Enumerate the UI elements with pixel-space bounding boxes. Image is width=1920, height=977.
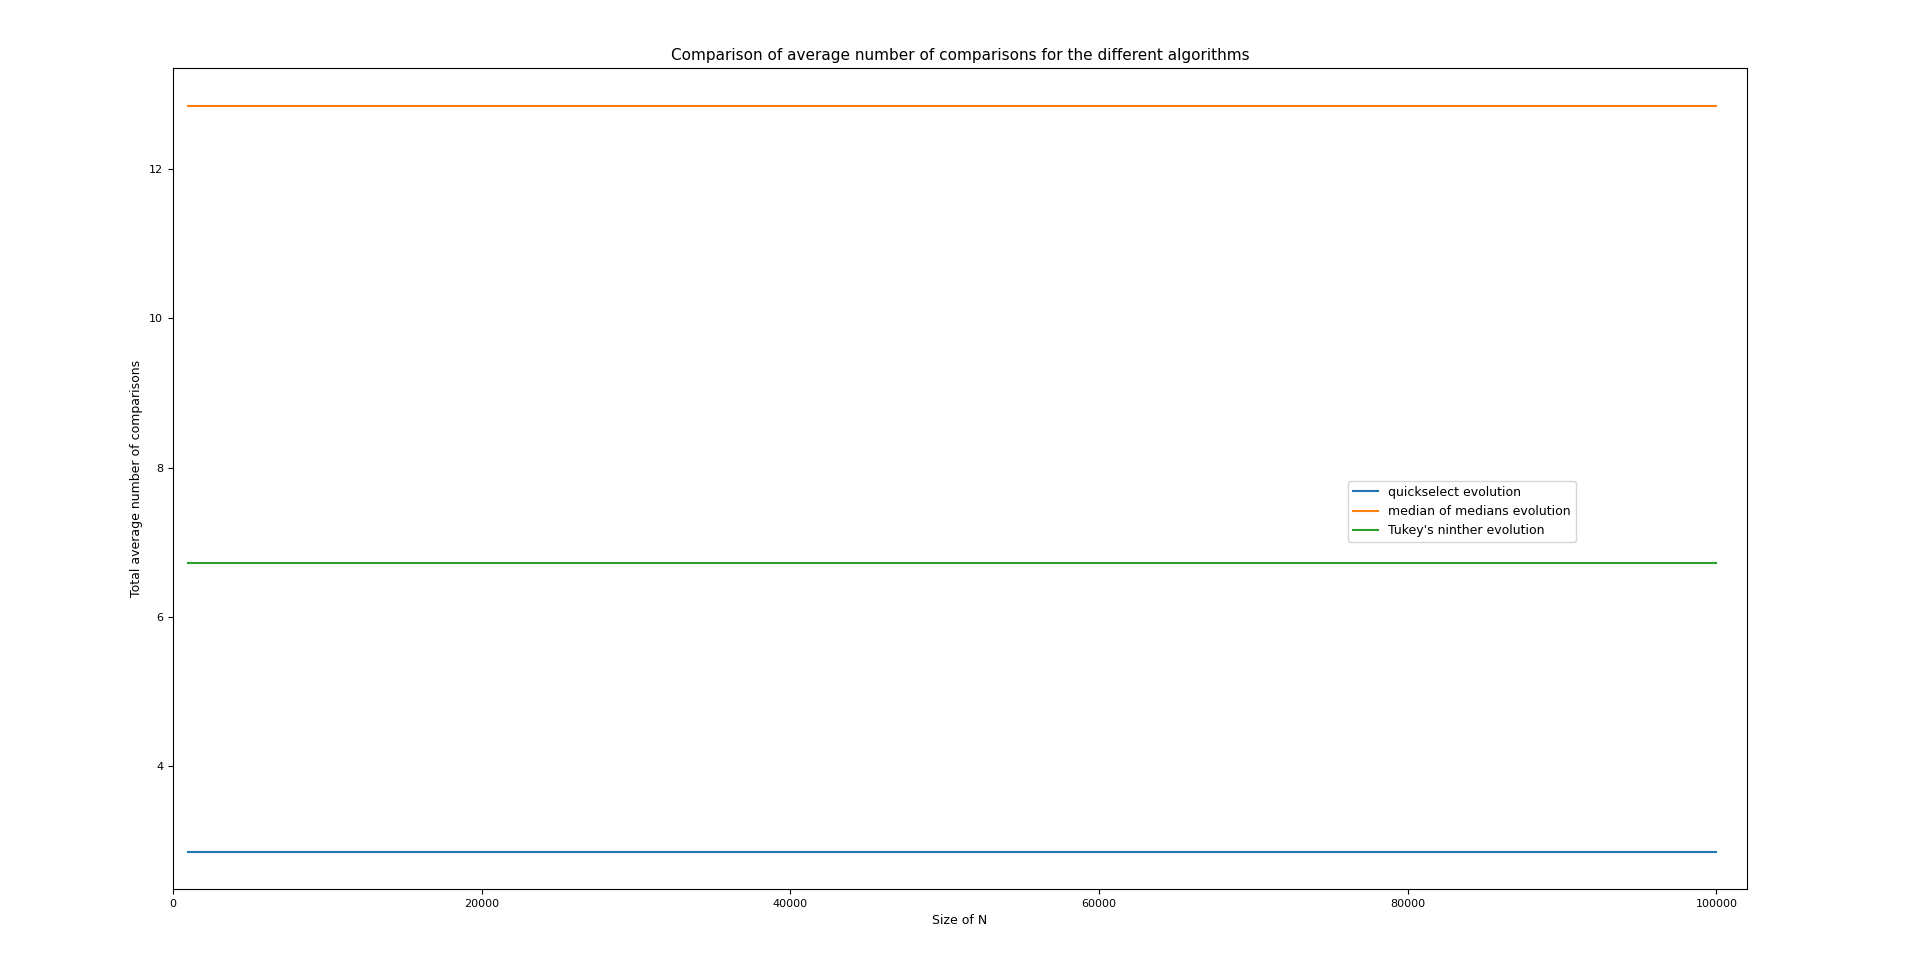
median of medians evolution <box>532 100 555 111</box>
median of medians evolution <box>1705 100 1728 111</box>
Tukey's ninther evolution <box>1705 557 1728 569</box>
quickselect evolution <box>964 846 987 858</box>
median of medians evolution <box>177 100 200 111</box>
median of medians evolution <box>1628 100 1651 111</box>
Tukey's ninther evolution <box>1628 557 1651 569</box>
Tukey's ninther evolution <box>532 557 555 569</box>
median of medians evolution <box>964 100 987 111</box>
Tukey's ninther evolution <box>177 557 200 569</box>
Y-axis label: Total average number of comparisons: Total average number of comparisons <box>131 361 144 597</box>
quickselect evolution <box>1628 846 1651 858</box>
Tukey's ninther evolution <box>1582 557 1605 569</box>
quickselect evolution <box>1705 846 1728 858</box>
median of medians evolution <box>1582 100 1605 111</box>
Legend: quickselect evolution, median of medians evolution, Tukey's ninther evolution: quickselect evolution, median of medians… <box>1348 481 1576 542</box>
quickselect evolution <box>177 846 200 858</box>
median of medians evolution <box>1087 100 1110 111</box>
Tukey's ninther evolution <box>470 557 493 569</box>
quickselect evolution <box>532 846 555 858</box>
quickselect evolution <box>470 846 493 858</box>
quickselect evolution <box>1582 846 1605 858</box>
median of medians evolution <box>470 100 493 111</box>
Tukey's ninther evolution <box>964 557 987 569</box>
X-axis label: Size of N: Size of N <box>933 914 987 927</box>
Tukey's ninther evolution <box>1087 557 1110 569</box>
Title: Comparison of average number of comparisons for the different algorithms: Comparison of average number of comparis… <box>670 48 1250 64</box>
quickselect evolution <box>1087 846 1110 858</box>
